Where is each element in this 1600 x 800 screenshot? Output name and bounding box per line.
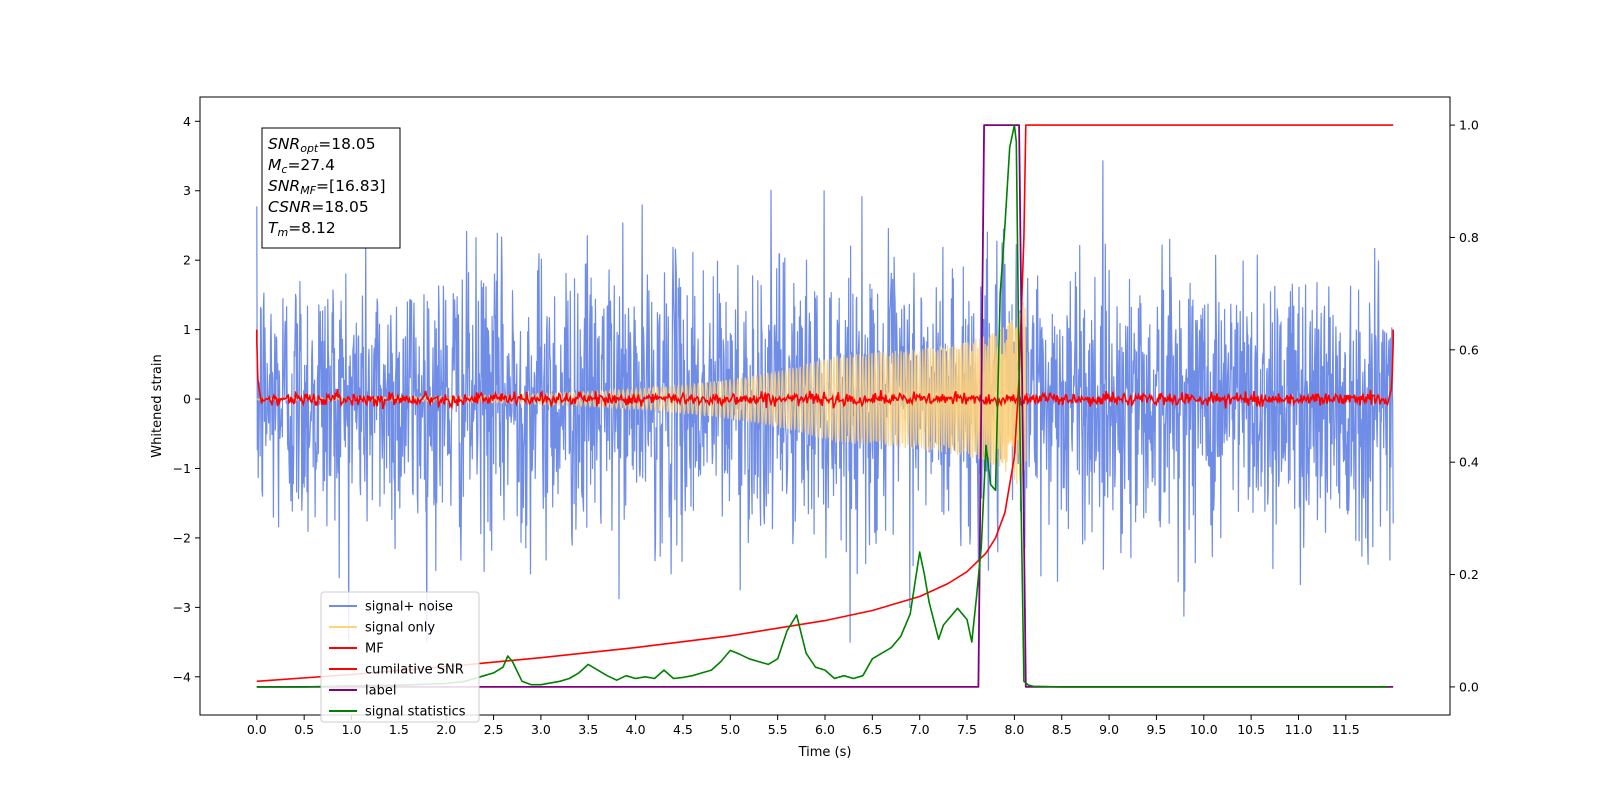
y-tick-label: 1 xyxy=(183,322,191,337)
stats-line-csnr: CSNR=18.05 xyxy=(268,198,369,216)
y-tick-label: −1 xyxy=(173,461,191,476)
y-tick-label: −3 xyxy=(173,600,191,615)
stats-line-snr-mf: SNRMF=[16.83] xyxy=(268,177,386,197)
x-tick-label: 5.0 xyxy=(720,722,740,737)
y-tick-label: 4 xyxy=(183,114,191,129)
stats-line-snr-opt: SNRopt=18.05 xyxy=(268,135,376,155)
x-tick-label: 3.0 xyxy=(531,722,551,737)
x-tick-label: 7.5 xyxy=(957,722,977,737)
y-tick-label: 2 xyxy=(183,253,191,268)
x-tick-label: 4.0 xyxy=(626,722,646,737)
x-tick-label: 6.5 xyxy=(862,722,882,737)
x-axis-label: Time (s) xyxy=(798,745,852,760)
x-tick-label: 9.0 xyxy=(1099,722,1119,737)
x-tick-label: 4.5 xyxy=(673,722,693,737)
legend-label-label: label xyxy=(365,684,396,699)
legend-label-cumilative-snr: cumilative SNR xyxy=(365,663,464,678)
x-tick-label: 2.5 xyxy=(484,722,504,737)
x-tick-label: 2.0 xyxy=(436,722,456,737)
x-tick-label: 10.0 xyxy=(1190,722,1218,737)
y-tick-label: 3 xyxy=(183,183,191,198)
x-tick-label: 3.5 xyxy=(578,722,598,737)
x-tick-label: 9.5 xyxy=(1146,722,1166,737)
y2-tick-label: 0.6 xyxy=(1459,342,1479,357)
y-tick-label: 0 xyxy=(183,392,191,407)
legend-label-signal-statistics: signal statistics xyxy=(365,705,466,720)
legend-label-signal-noise: signal+ noise xyxy=(365,600,453,615)
y2-tick-label: 1.0 xyxy=(1459,118,1479,133)
y2-tick-label: 0.2 xyxy=(1459,567,1479,582)
y-tick-label: −2 xyxy=(173,530,191,545)
x-tick-label: 11.5 xyxy=(1332,722,1360,737)
y2-tick-label: 0.0 xyxy=(1459,679,1479,694)
stats-annotation-box: SNRopt=18.05Mc=27.4SNRMF=[16.83]CSNR=18.… xyxy=(262,128,400,248)
x-tick-label: 0.0 xyxy=(247,722,267,737)
x-tick-label: 8.5 xyxy=(1052,722,1072,737)
legend-label-signal-only: signal only xyxy=(365,621,435,636)
y-tick-label: −4 xyxy=(173,669,191,684)
x-tick-label: 0.5 xyxy=(294,722,314,737)
legend: signal+ noise signal only MF cumilative SNR… xyxy=(321,592,479,722)
y2-tick-label: 0.8 xyxy=(1459,230,1479,245)
x-tick-label: 6.0 xyxy=(815,722,835,737)
y2-tick-label: 0.4 xyxy=(1459,455,1479,470)
x-tick-label: 1.0 xyxy=(342,722,362,737)
x-tick-label: 11.0 xyxy=(1285,722,1313,737)
stats-line-m-c: Mc=27.4 xyxy=(268,156,335,176)
x-tick-label: 10.5 xyxy=(1237,722,1265,737)
x-tick-label: 8.0 xyxy=(1004,722,1024,737)
x-tick-label: 7.0 xyxy=(910,722,930,737)
x-tick-label: 1.5 xyxy=(389,722,409,737)
y-axis-label: Whitened strain xyxy=(150,354,165,457)
legend-label-mf: MF xyxy=(365,642,384,657)
x-tick-label: 5.5 xyxy=(768,722,788,737)
